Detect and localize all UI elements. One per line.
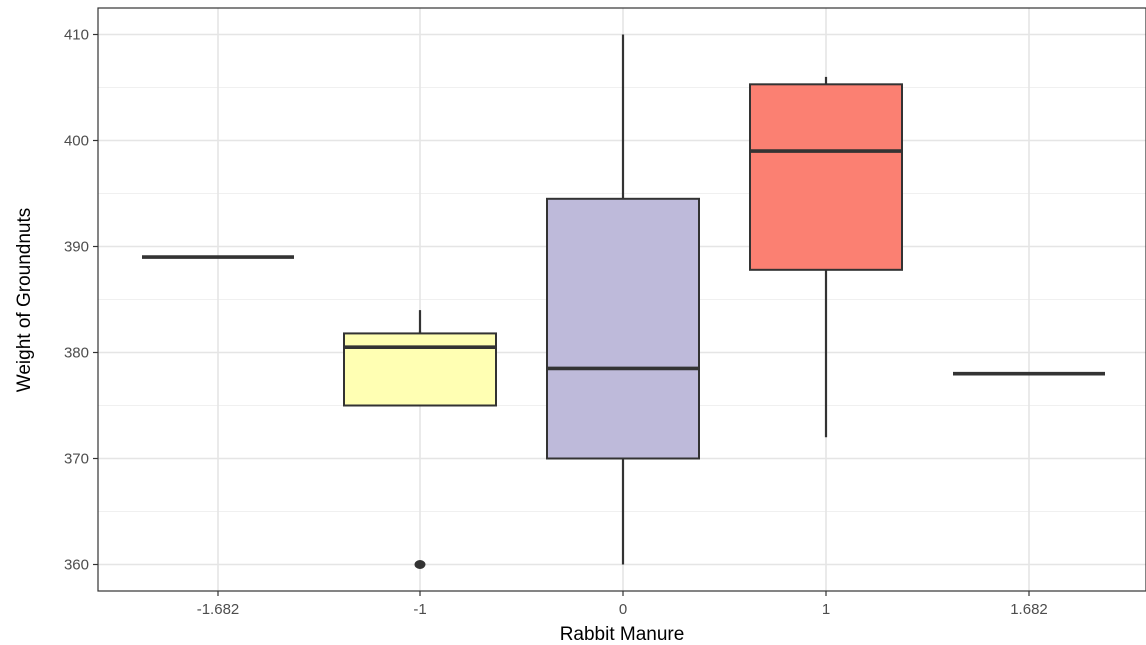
y-tick-label: 380: [64, 345, 89, 362]
y-axis: 360 370 380 390 400 410: [64, 27, 98, 574]
y-tick-label: 370: [64, 451, 89, 468]
panel-border: [97, 7, 1146, 592]
x-tick-label: -1: [413, 601, 426, 618]
y-tick-label: 410: [64, 27, 89, 44]
boxes-layer: [142, 34, 1105, 569]
outlier-point: [414, 560, 426, 569]
box-group: [546, 34, 700, 565]
box-body: [343, 332, 497, 407]
y-tick-label: 390: [64, 239, 89, 256]
y-tick-label: 400: [64, 133, 89, 150]
y-axis-title: Weight of Groundnuts: [14, 208, 35, 392]
box-body: [546, 197, 700, 460]
x-axis-title: Rabbit Manure: [560, 624, 685, 645]
x-axis: -1.682 -1 0 1 1.682: [197, 591, 1048, 618]
y-tick-label: 360: [64, 557, 89, 574]
x-tick-label: 1: [822, 601, 830, 618]
box-body: [749, 83, 903, 271]
x-tick-label: 1.682: [1010, 601, 1048, 618]
box-group: [343, 310, 497, 569]
box-group: [749, 76, 903, 438]
x-tick-label: 0: [619, 601, 627, 618]
x-tick-label: -1.682: [197, 601, 240, 618]
